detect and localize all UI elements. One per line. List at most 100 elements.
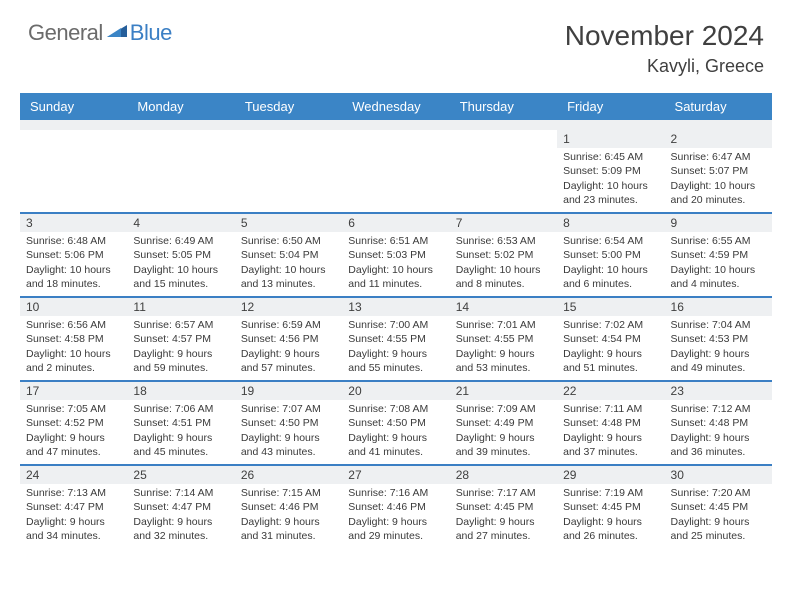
- sunset-text: Sunset: 4:45 PM: [456, 500, 551, 514]
- daylight-text: Daylight: 9 hours and 49 minutes.: [671, 347, 766, 375]
- sunset-text: Sunset: 4:48 PM: [563, 416, 658, 430]
- day-cell: 7Sunrise: 6:53 AMSunset: 5:02 PMDaylight…: [450, 214, 557, 296]
- sunrise-text: Sunrise: 7:17 AM: [456, 486, 551, 500]
- day-number: 10: [20, 298, 127, 316]
- daylight-text: Daylight: 9 hours and 45 minutes.: [133, 431, 228, 459]
- sunset-text: Sunset: 4:59 PM: [671, 248, 766, 262]
- day-number: 22: [557, 382, 664, 400]
- day-number: 15: [557, 298, 664, 316]
- day-number: 9: [665, 214, 772, 232]
- day-number: 11: [127, 298, 234, 316]
- daylight-text: Daylight: 9 hours and 57 minutes.: [241, 347, 336, 375]
- sunset-text: Sunset: 5:03 PM: [348, 248, 443, 262]
- day-cell: 27Sunrise: 7:16 AMSunset: 4:46 PMDayligh…: [342, 466, 449, 548]
- daylight-text: Daylight: 9 hours and 29 minutes.: [348, 515, 443, 543]
- sunrise-text: Sunrise: 7:15 AM: [241, 486, 336, 500]
- sunrise-text: Sunrise: 6:54 AM: [563, 234, 658, 248]
- daylight-text: Daylight: 9 hours and 59 minutes.: [133, 347, 228, 375]
- day-number-empty: [20, 130, 127, 147]
- week-row: 1Sunrise: 6:45 AMSunset: 5:09 PMDaylight…: [20, 130, 772, 214]
- day-number: 30: [665, 466, 772, 484]
- day-cell: 1Sunrise: 6:45 AMSunset: 5:09 PMDaylight…: [557, 130, 664, 212]
- daylight-text: Daylight: 10 hours and 6 minutes.: [563, 263, 658, 291]
- sunrise-text: Sunrise: 7:16 AM: [348, 486, 443, 500]
- sunset-text: Sunset: 5:07 PM: [671, 164, 766, 178]
- day-number-empty: [127, 130, 234, 147]
- day-cell: 6Sunrise: 6:51 AMSunset: 5:03 PMDaylight…: [342, 214, 449, 296]
- daylight-text: Daylight: 10 hours and 2 minutes.: [26, 347, 121, 375]
- day-cell: 3Sunrise: 6:48 AMSunset: 5:06 PMDaylight…: [20, 214, 127, 296]
- day-number: 8: [557, 214, 664, 232]
- sunrise-text: Sunrise: 7:14 AM: [133, 486, 228, 500]
- daylight-text: Daylight: 9 hours and 36 minutes.: [671, 431, 766, 459]
- daylight-text: Daylight: 9 hours and 26 minutes.: [563, 515, 658, 543]
- logo-triangle-icon: [107, 23, 127, 44]
- day-header-saturday: Saturday: [665, 93, 772, 120]
- day-cell: 24Sunrise: 7:13 AMSunset: 4:47 PMDayligh…: [20, 466, 127, 548]
- daylight-text: Daylight: 9 hours and 47 minutes.: [26, 431, 121, 459]
- sunset-text: Sunset: 4:55 PM: [456, 332, 551, 346]
- daylight-text: Daylight: 10 hours and 8 minutes.: [456, 263, 551, 291]
- daylight-text: Daylight: 10 hours and 11 minutes.: [348, 263, 443, 291]
- sunset-text: Sunset: 4:56 PM: [241, 332, 336, 346]
- day-number: 17: [20, 382, 127, 400]
- day-headers-row: Sunday Monday Tuesday Wednesday Thursday…: [20, 93, 772, 120]
- sunset-text: Sunset: 5:04 PM: [241, 248, 336, 262]
- sunset-text: Sunset: 4:55 PM: [348, 332, 443, 346]
- daylight-text: Daylight: 9 hours and 25 minutes.: [671, 515, 766, 543]
- sunset-text: Sunset: 4:49 PM: [456, 416, 551, 430]
- sunset-text: Sunset: 4:47 PM: [133, 500, 228, 514]
- day-number: 27: [342, 466, 449, 484]
- daylight-text: Daylight: 9 hours and 31 minutes.: [241, 515, 336, 543]
- day-cell: 29Sunrise: 7:19 AMSunset: 4:45 PMDayligh…: [557, 466, 664, 548]
- day-cell: 13Sunrise: 7:00 AMSunset: 4:55 PMDayligh…: [342, 298, 449, 380]
- day-number: 20: [342, 382, 449, 400]
- day-cell: 9Sunrise: 6:55 AMSunset: 4:59 PMDaylight…: [665, 214, 772, 296]
- day-cell: 18Sunrise: 7:06 AMSunset: 4:51 PMDayligh…: [127, 382, 234, 464]
- day-number: 26: [235, 466, 342, 484]
- day-number: 25: [127, 466, 234, 484]
- title-block: November 2024 Kavyli, Greece: [565, 20, 764, 77]
- day-cell: 4Sunrise: 6:49 AMSunset: 5:05 PMDaylight…: [127, 214, 234, 296]
- sunset-text: Sunset: 5:09 PM: [563, 164, 658, 178]
- sunrise-text: Sunrise: 7:01 AM: [456, 318, 551, 332]
- sunrise-text: Sunrise: 7:00 AM: [348, 318, 443, 332]
- day-number: 13: [342, 298, 449, 316]
- daylight-text: Daylight: 9 hours and 34 minutes.: [26, 515, 121, 543]
- sunrise-text: Sunrise: 7:09 AM: [456, 402, 551, 416]
- day-cell: 20Sunrise: 7:08 AMSunset: 4:50 PMDayligh…: [342, 382, 449, 464]
- week-row: 17Sunrise: 7:05 AMSunset: 4:52 PMDayligh…: [20, 382, 772, 466]
- sunrise-text: Sunrise: 6:48 AM: [26, 234, 121, 248]
- sunrise-text: Sunrise: 6:45 AM: [563, 150, 658, 164]
- daylight-text: Daylight: 10 hours and 18 minutes.: [26, 263, 121, 291]
- sunrise-text: Sunrise: 6:49 AM: [133, 234, 228, 248]
- day-cell: [450, 130, 557, 212]
- day-number: 2: [665, 130, 772, 148]
- day-cell: 10Sunrise: 6:56 AMSunset: 4:58 PMDayligh…: [20, 298, 127, 380]
- daylight-text: Daylight: 9 hours and 39 minutes.: [456, 431, 551, 459]
- logo-text-general: General: [28, 20, 103, 46]
- day-cell: 12Sunrise: 6:59 AMSunset: 4:56 PMDayligh…: [235, 298, 342, 380]
- sunset-text: Sunset: 4:53 PM: [671, 332, 766, 346]
- sunset-text: Sunset: 4:48 PM: [671, 416, 766, 430]
- day-cell: 5Sunrise: 6:50 AMSunset: 5:04 PMDaylight…: [235, 214, 342, 296]
- week-row: 10Sunrise: 6:56 AMSunset: 4:58 PMDayligh…: [20, 298, 772, 382]
- day-number: 7: [450, 214, 557, 232]
- calendar: Sunday Monday Tuesday Wednesday Thursday…: [20, 93, 772, 548]
- daylight-text: Daylight: 10 hours and 23 minutes.: [563, 179, 658, 207]
- sunrise-text: Sunrise: 7:13 AM: [26, 486, 121, 500]
- sunset-text: Sunset: 5:00 PM: [563, 248, 658, 262]
- sunrise-text: Sunrise: 7:11 AM: [563, 402, 658, 416]
- day-cell: 16Sunrise: 7:04 AMSunset: 4:53 PMDayligh…: [665, 298, 772, 380]
- daylight-text: Daylight: 9 hours and 37 minutes.: [563, 431, 658, 459]
- sunrise-text: Sunrise: 7:02 AM: [563, 318, 658, 332]
- day-cell: 17Sunrise: 7:05 AMSunset: 4:52 PMDayligh…: [20, 382, 127, 464]
- sunset-text: Sunset: 4:54 PM: [563, 332, 658, 346]
- day-header-monday: Monday: [127, 93, 234, 120]
- sunrise-text: Sunrise: 6:57 AM: [133, 318, 228, 332]
- month-title: November 2024: [565, 20, 764, 52]
- daylight-text: Daylight: 9 hours and 43 minutes.: [241, 431, 336, 459]
- day-cell: 30Sunrise: 7:20 AMSunset: 4:45 PMDayligh…: [665, 466, 772, 548]
- day-cell: 23Sunrise: 7:12 AMSunset: 4:48 PMDayligh…: [665, 382, 772, 464]
- sunrise-text: Sunrise: 6:53 AM: [456, 234, 551, 248]
